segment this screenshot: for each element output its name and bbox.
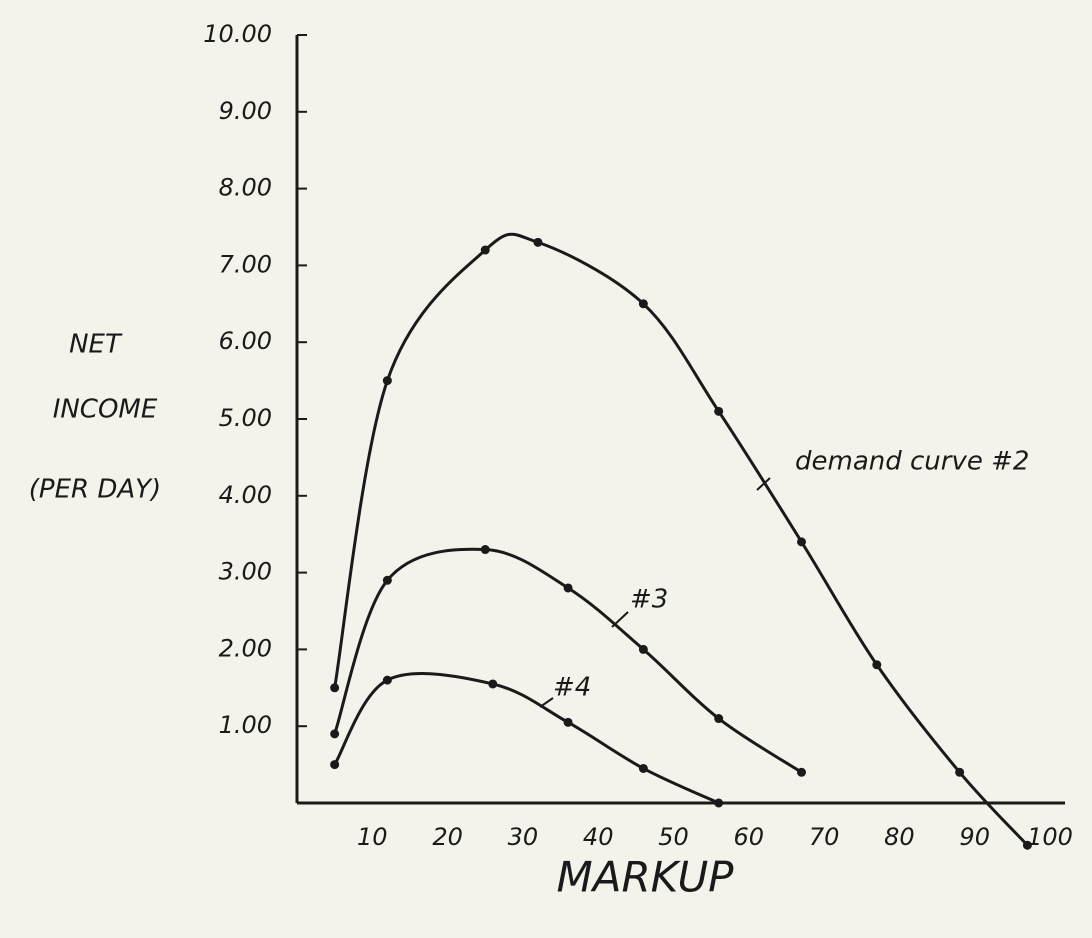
y-tick-label: 5.00 bbox=[219, 404, 272, 432]
point bbox=[872, 660, 882, 670]
point bbox=[563, 717, 573, 727]
y-axis-label: (PER DAY) bbox=[29, 475, 161, 505]
point bbox=[488, 679, 498, 689]
point bbox=[638, 299, 648, 309]
point bbox=[480, 545, 490, 555]
x-tick-label: 10 bbox=[357, 823, 388, 851]
y-tick-label: 8.00 bbox=[219, 174, 272, 202]
leader-line bbox=[756, 477, 771, 491]
point bbox=[714, 406, 724, 416]
x-axis-label: MARKUP bbox=[556, 853, 734, 902]
series-label: #3 bbox=[630, 585, 668, 615]
x-tick-label: 20 bbox=[432, 823, 463, 851]
leader-line bbox=[539, 697, 554, 708]
y-tick-label: 6.00 bbox=[219, 327, 272, 355]
point bbox=[1022, 840, 1032, 850]
point bbox=[714, 714, 724, 724]
curve bbox=[333, 547, 803, 774]
y-tick-label: 10.00 bbox=[203, 20, 272, 48]
curve bbox=[333, 232, 1029, 847]
point bbox=[330, 760, 340, 770]
x-tick-label: 70 bbox=[809, 823, 840, 851]
point bbox=[480, 245, 490, 255]
y-tick-label: 2.00 bbox=[219, 634, 272, 662]
y-tick-label: 3.00 bbox=[219, 558, 272, 586]
x-tick-label: 60 bbox=[734, 823, 765, 851]
point bbox=[955, 767, 965, 777]
y-tick-label: 4.00 bbox=[219, 481, 272, 509]
curve bbox=[333, 672, 720, 805]
y-axis-label: NET bbox=[69, 330, 123, 360]
y-tick-label: 7.00 bbox=[219, 250, 272, 278]
point bbox=[797, 767, 807, 777]
y-tick-label: 1.00 bbox=[219, 711, 272, 739]
series-label: demand curve #2 bbox=[795, 447, 1029, 477]
x-tick-label: 90 bbox=[959, 823, 990, 851]
point bbox=[330, 683, 340, 693]
x-tick-label: 30 bbox=[508, 823, 539, 851]
x-tick-label: 40 bbox=[583, 823, 614, 851]
x-tick-label: 50 bbox=[658, 823, 689, 851]
point bbox=[330, 729, 340, 739]
point bbox=[382, 376, 392, 386]
point bbox=[797, 537, 807, 547]
point bbox=[714, 798, 724, 808]
point bbox=[563, 583, 573, 593]
point bbox=[382, 575, 392, 585]
point bbox=[533, 237, 543, 247]
point bbox=[638, 644, 648, 654]
point bbox=[638, 763, 648, 773]
leader-line bbox=[611, 611, 629, 628]
point bbox=[382, 675, 392, 685]
x-tick-label: 80 bbox=[884, 823, 915, 851]
series-label: #4 bbox=[553, 673, 591, 703]
y-axis-label: INCOME bbox=[53, 395, 158, 425]
y-tick-label: 9.00 bbox=[219, 97, 272, 125]
x-tick-label: 100 bbox=[1027, 823, 1073, 851]
